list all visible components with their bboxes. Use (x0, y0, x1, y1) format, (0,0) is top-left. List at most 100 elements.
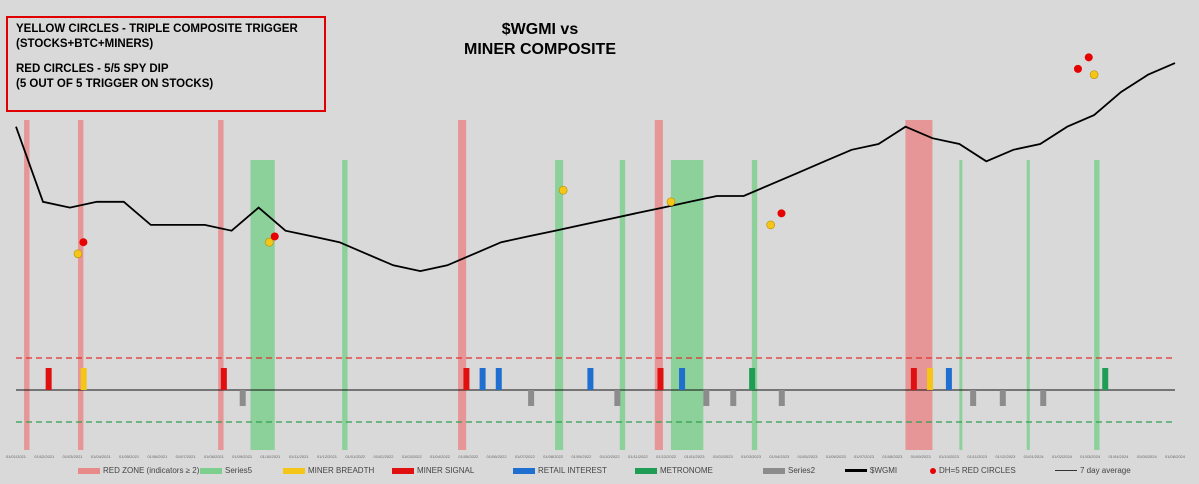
legend-swatch (392, 467, 414, 474)
metronome-bar (1102, 368, 1109, 390)
legend-item: Series5 (200, 466, 252, 475)
x-tick-label: 01/01/2023 (684, 454, 705, 459)
legend-label: Series2 (788, 466, 816, 475)
legend-label: METRONOME (660, 466, 713, 475)
x-tick-label: 01/04/2023 (769, 454, 790, 459)
series2-bar (778, 390, 785, 406)
legend-item: MINER BREADTH (283, 466, 374, 475)
miner-signal-bar (220, 368, 227, 390)
series2-bar (730, 390, 737, 406)
red-zone-band (77, 120, 84, 450)
series5-band (1094, 160, 1100, 450)
legend-swatch (845, 469, 867, 473)
x-tick-label: 01/06/2021 (147, 454, 168, 459)
legend-label: DH=5 RED CIRCLES (939, 466, 1016, 475)
x-tick-label: 01/01/2022 (345, 454, 366, 459)
x-tick-label: 01/02/2023 (713, 454, 734, 459)
annotation-line: (5 OUT OF 5 TRIGGER ON STOCKS) (16, 78, 214, 90)
x-tick-label: 01/12/2021 (317, 454, 338, 459)
x-tick-label: 01/04/2022 (430, 454, 451, 459)
miner-signal-bar (657, 368, 664, 390)
x-tick-label: 01/02/2024 (1052, 454, 1073, 459)
legend-swatch (513, 467, 535, 474)
series5-band (959, 160, 963, 450)
legend-swatch (635, 467, 657, 474)
yellow-circle (766, 220, 775, 230)
x-tick-label: 01/03/2022 (402, 454, 423, 459)
legend-label: MINER BREADTH (308, 466, 375, 475)
annotation-line: RED CIRCLES - 5/5 SPY DIP (16, 63, 169, 75)
x-tick-label: 01/02/2022 (373, 454, 394, 459)
x-tick-label: 01/10/2021 (260, 454, 281, 459)
red-zone-band (24, 120, 30, 450)
retail-interest-bar (587, 368, 594, 390)
red-circle (1084, 53, 1093, 62)
x-tick-label: 01/10/2022 (600, 454, 621, 459)
legend-item: $WGMI (845, 466, 897, 475)
red-circle (79, 238, 88, 247)
annotation-box: YELLOW CIRCLES - TRIPLE COMPOSITE TRIGGE… (6, 16, 326, 112)
legend-swatch (283, 467, 305, 474)
x-tick-label: 01/03/2023 (741, 454, 762, 459)
x-tick-label: 01/09/2021 (232, 454, 253, 459)
legend-label: RED ZONE (indicators ≥ 2) (103, 466, 200, 475)
composite-layer (16, 368, 1175, 406)
series5-band (555, 160, 564, 450)
band-layer (24, 120, 1100, 450)
legend-swatch (1055, 470, 1077, 472)
x-tick-label: 01/12/2023 (995, 454, 1016, 459)
series2-bar (970, 390, 977, 406)
miner-breadth-bar (927, 368, 934, 390)
legend-item: Series2 (763, 466, 815, 475)
legend-swatch (78, 467, 100, 474)
series2-bar (528, 390, 535, 406)
x-tick-label: 01/07/2023 (854, 454, 875, 459)
retail-interest-bar (495, 368, 502, 390)
chart-title-line1: $WGMI vs (501, 21, 579, 38)
red-zone-band (905, 120, 933, 450)
legend-label: $WGMI (870, 466, 898, 475)
red-zone-band (458, 120, 467, 450)
legend-item: MINER SIGNAL (392, 466, 474, 475)
legend-label: 7 day average (1080, 466, 1131, 475)
legend-label: MINER SIGNAL (417, 466, 475, 475)
circle-layer (73, 53, 1099, 259)
x-tick-label: 01/03/2021 (63, 454, 84, 459)
x-tick-label: 01/04/2024 (1108, 454, 1129, 459)
x-tick-label: 01/07/2021 (176, 454, 197, 459)
wgmi-line (15, 62, 1176, 273)
x-tick-label: 01/11/2021 (289, 454, 309, 459)
series2-bar (1040, 390, 1047, 406)
x-tick-label: 01/08/2021 (204, 454, 225, 459)
x-tick-label: 01/05/2024 (1137, 454, 1158, 459)
series2-bar (999, 390, 1006, 406)
wgmi-layer (15, 62, 1176, 273)
chart-title-line2: MINER COMPOSITE (463, 41, 616, 58)
x-tick-label: 01/05/2023 (797, 454, 818, 459)
yellow-circle (1089, 70, 1099, 79)
series5-band (1026, 160, 1030, 450)
x-axis: 01/01/2021 01/02/2021 01/03/2021 01/04/2021… (6, 454, 1186, 459)
x-tick-label: 01/11/2022 (628, 454, 648, 459)
x-tick-label: 01/05/2022 (458, 454, 479, 459)
x-tick-label: 01/06/2024 (1165, 454, 1186, 459)
series5-band (619, 160, 626, 450)
legend-item: 7 day average (1055, 466, 1131, 475)
legend-swatch (763, 467, 785, 474)
legend-item: RETAIL INTEREST (513, 466, 607, 475)
retail-interest-bar (679, 368, 686, 390)
series5-band (342, 160, 348, 450)
x-tick-label: 01/03/2024 (1080, 454, 1101, 459)
red-zone-band (218, 120, 224, 450)
red-zone-band (654, 120, 663, 450)
x-tick-label: 01/07/2022 (515, 454, 536, 459)
x-tick-label: 01/09/2022 (571, 454, 592, 459)
x-tick-label: 01/09/2023 (911, 454, 932, 459)
legend-swatch (930, 467, 936, 474)
x-tick-label: 01/04/2021 (91, 454, 112, 459)
series2-bar (703, 390, 710, 406)
series2-bar (614, 390, 621, 406)
miner-signal-bar (910, 368, 917, 390)
metronome-bar (749, 368, 756, 390)
